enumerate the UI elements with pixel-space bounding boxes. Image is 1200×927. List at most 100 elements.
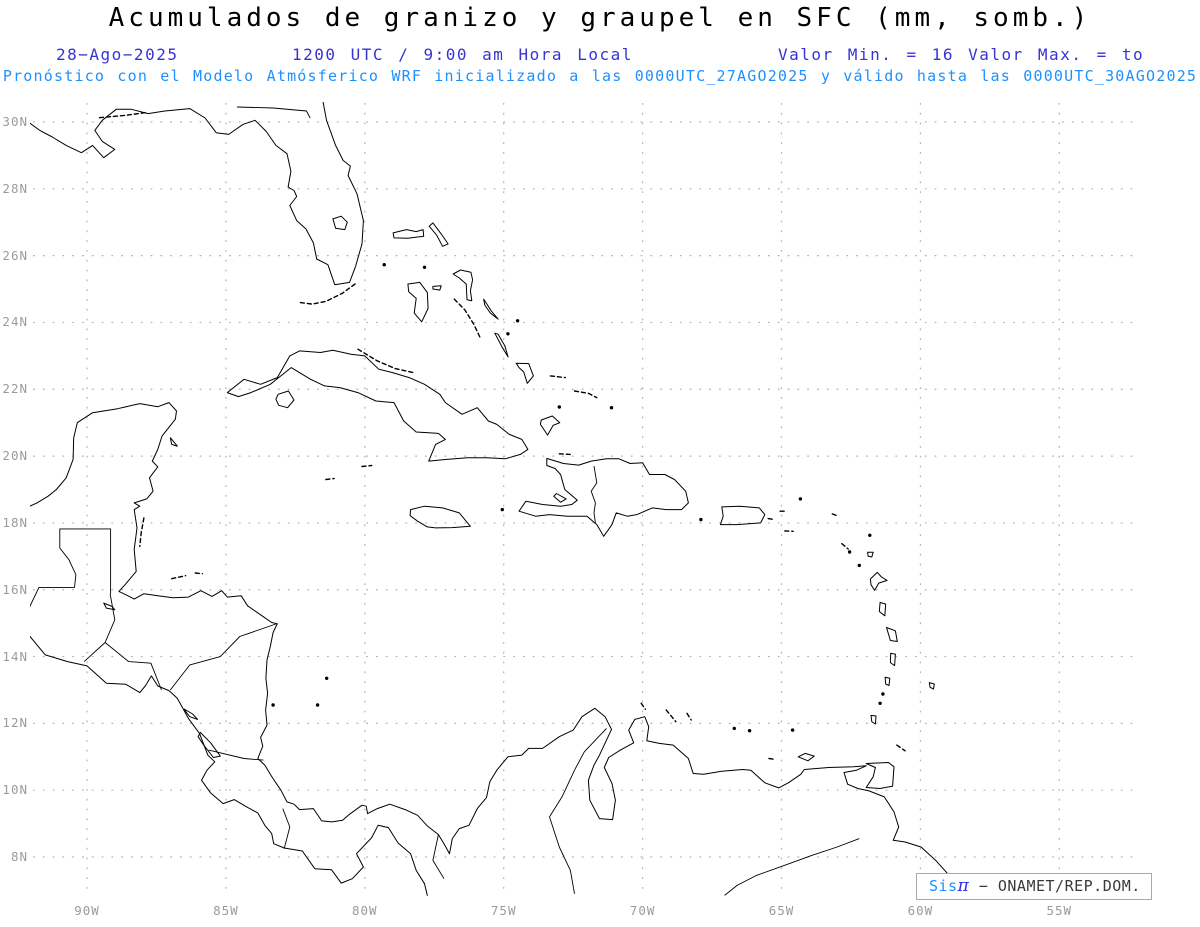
trinidad (865, 762, 895, 789)
lon-tick-75W: 75W (490, 903, 517, 918)
grand-cayman (325, 477, 335, 481)
lon-tick-85W: 85W (213, 903, 239, 918)
pacific-coast (30, 635, 428, 896)
rum-cay-island (506, 332, 510, 336)
mexico-guatemala-belize-border (30, 528, 112, 608)
vieques (767, 517, 776, 521)
aruba (640, 702, 647, 710)
lat-tick-20N: 20N (2, 448, 28, 464)
andros (407, 281, 429, 323)
cozumel (169, 437, 178, 447)
st-kitts-nevis (841, 542, 849, 550)
caribbean-mainland-coast (30, 402, 1110, 900)
martinique (886, 627, 898, 642)
mayaguana (549, 375, 567, 379)
lon-tick-70W: 70W (629, 903, 656, 918)
forecast-time: 1200 UTC / 9:00 am Hora Local (292, 45, 633, 64)
lon-tick-55W: 55W (1046, 903, 1073, 918)
san-andres-island (315, 703, 320, 707)
crooked-acklins (515, 362, 534, 384)
nicaragua-costarica-border (208, 749, 264, 761)
sabana-camaguey-cays (357, 348, 415, 374)
lat-tick-22N: 22N (2, 381, 28, 397)
eleuthera (452, 269, 474, 302)
florida-keys (298, 283, 356, 305)
sispi-watermark: Sisπ − ONAMET/REP.DOM. (916, 873, 1152, 900)
los-roques-island (747, 729, 752, 733)
lat-tick-14N: 14N (2, 648, 28, 664)
model-init-note: Pronóstico con el Modelo Atmósferico WRF… (2, 67, 1198, 85)
anguilla-st-martin (831, 513, 840, 517)
antigua (867, 551, 874, 558)
us-gulf-florida-coast (30, 102, 364, 286)
margarita (797, 752, 815, 762)
bimini-island (382, 263, 386, 267)
mona-island-island (699, 517, 703, 522)
grand-bahama (392, 229, 425, 239)
onamet-credit: − ONAMET/REP.DOM. (969, 877, 1141, 895)
value-min-max: Valor Min. = 16 Valor Max. = to (778, 45, 1145, 64)
puerto-rico (719, 505, 766, 526)
guadeloupe (869, 571, 888, 591)
bay-islands-honduras (170, 575, 187, 580)
st-vincent (884, 676, 891, 687)
lake-okeechobee (332, 215, 348, 231)
forecast-date: 28−Ago−2025 (56, 45, 179, 64)
anegada-island (798, 497, 803, 501)
abaco (428, 222, 449, 247)
lake-izabal (103, 602, 116, 611)
corn-islands-island (271, 703, 275, 707)
long-island-bahamas (494, 332, 509, 358)
lat-tick-8N: 8N (10, 849, 28, 865)
new-providence (432, 285, 442, 291)
panama-colombia-border (432, 834, 445, 879)
lon-tick-65W: 65W (768, 903, 795, 918)
lat-tick-10N: 10N (2, 782, 28, 798)
la-tortuga (768, 757, 777, 761)
jamaica (409, 505, 471, 529)
isla-de-la-juventud (275, 390, 295, 409)
cuba (226, 349, 529, 462)
lat-tick-24N: 24N (2, 314, 28, 330)
dominica (878, 601, 887, 617)
berry-islands-island (422, 265, 427, 269)
belize-cays (139, 517, 145, 547)
guatemala-honduras-border (104, 593, 116, 643)
lake-nicaragua (197, 731, 221, 758)
roatan-guanaja (194, 572, 204, 575)
grand-turk-island (609, 406, 614, 410)
lake-managua (183, 708, 199, 720)
st-lucia (889, 652, 896, 667)
los-roques-island (732, 726, 736, 731)
grenada (870, 714, 877, 725)
guatemala-elsalvador-border (83, 642, 106, 662)
montserrat-island (857, 563, 861, 568)
sispi-brand: Sis (929, 877, 958, 895)
colombia-venezuela-border (549, 728, 607, 894)
grenadines-island (878, 701, 882, 705)
honduras-nicaragua-border (169, 623, 278, 691)
lat-tick-18N: 18N (2, 514, 28, 530)
haiti-dr-border (590, 466, 598, 523)
tobago (896, 744, 906, 752)
lon-tick-80W: 80W (352, 903, 378, 918)
los-roques-island (790, 728, 795, 732)
lat-tick-30N: 30N (2, 114, 28, 129)
lat-tick-12N: 12N (2, 715, 28, 731)
page-title: Acumulados de granizo y graupel en SFC (… (108, 3, 1092, 33)
grenadines-island (881, 692, 885, 696)
navassa-island (500, 507, 504, 512)
ile-de-la-gonave (553, 493, 567, 503)
caicos-islands (573, 390, 598, 399)
cat-island (483, 298, 499, 320)
pi-symbol-icon: π (957, 876, 970, 896)
barbuda-island (868, 533, 872, 537)
gulf-barrier-islands (98, 111, 147, 119)
exuma-chain (453, 298, 481, 339)
little-inagua-island (557, 405, 561, 409)
providencia-island (325, 676, 329, 680)
nevis-island (847, 550, 852, 554)
lon-tick-90W: 90W (74, 903, 100, 918)
lat-tick-28N: 28N (2, 180, 28, 196)
